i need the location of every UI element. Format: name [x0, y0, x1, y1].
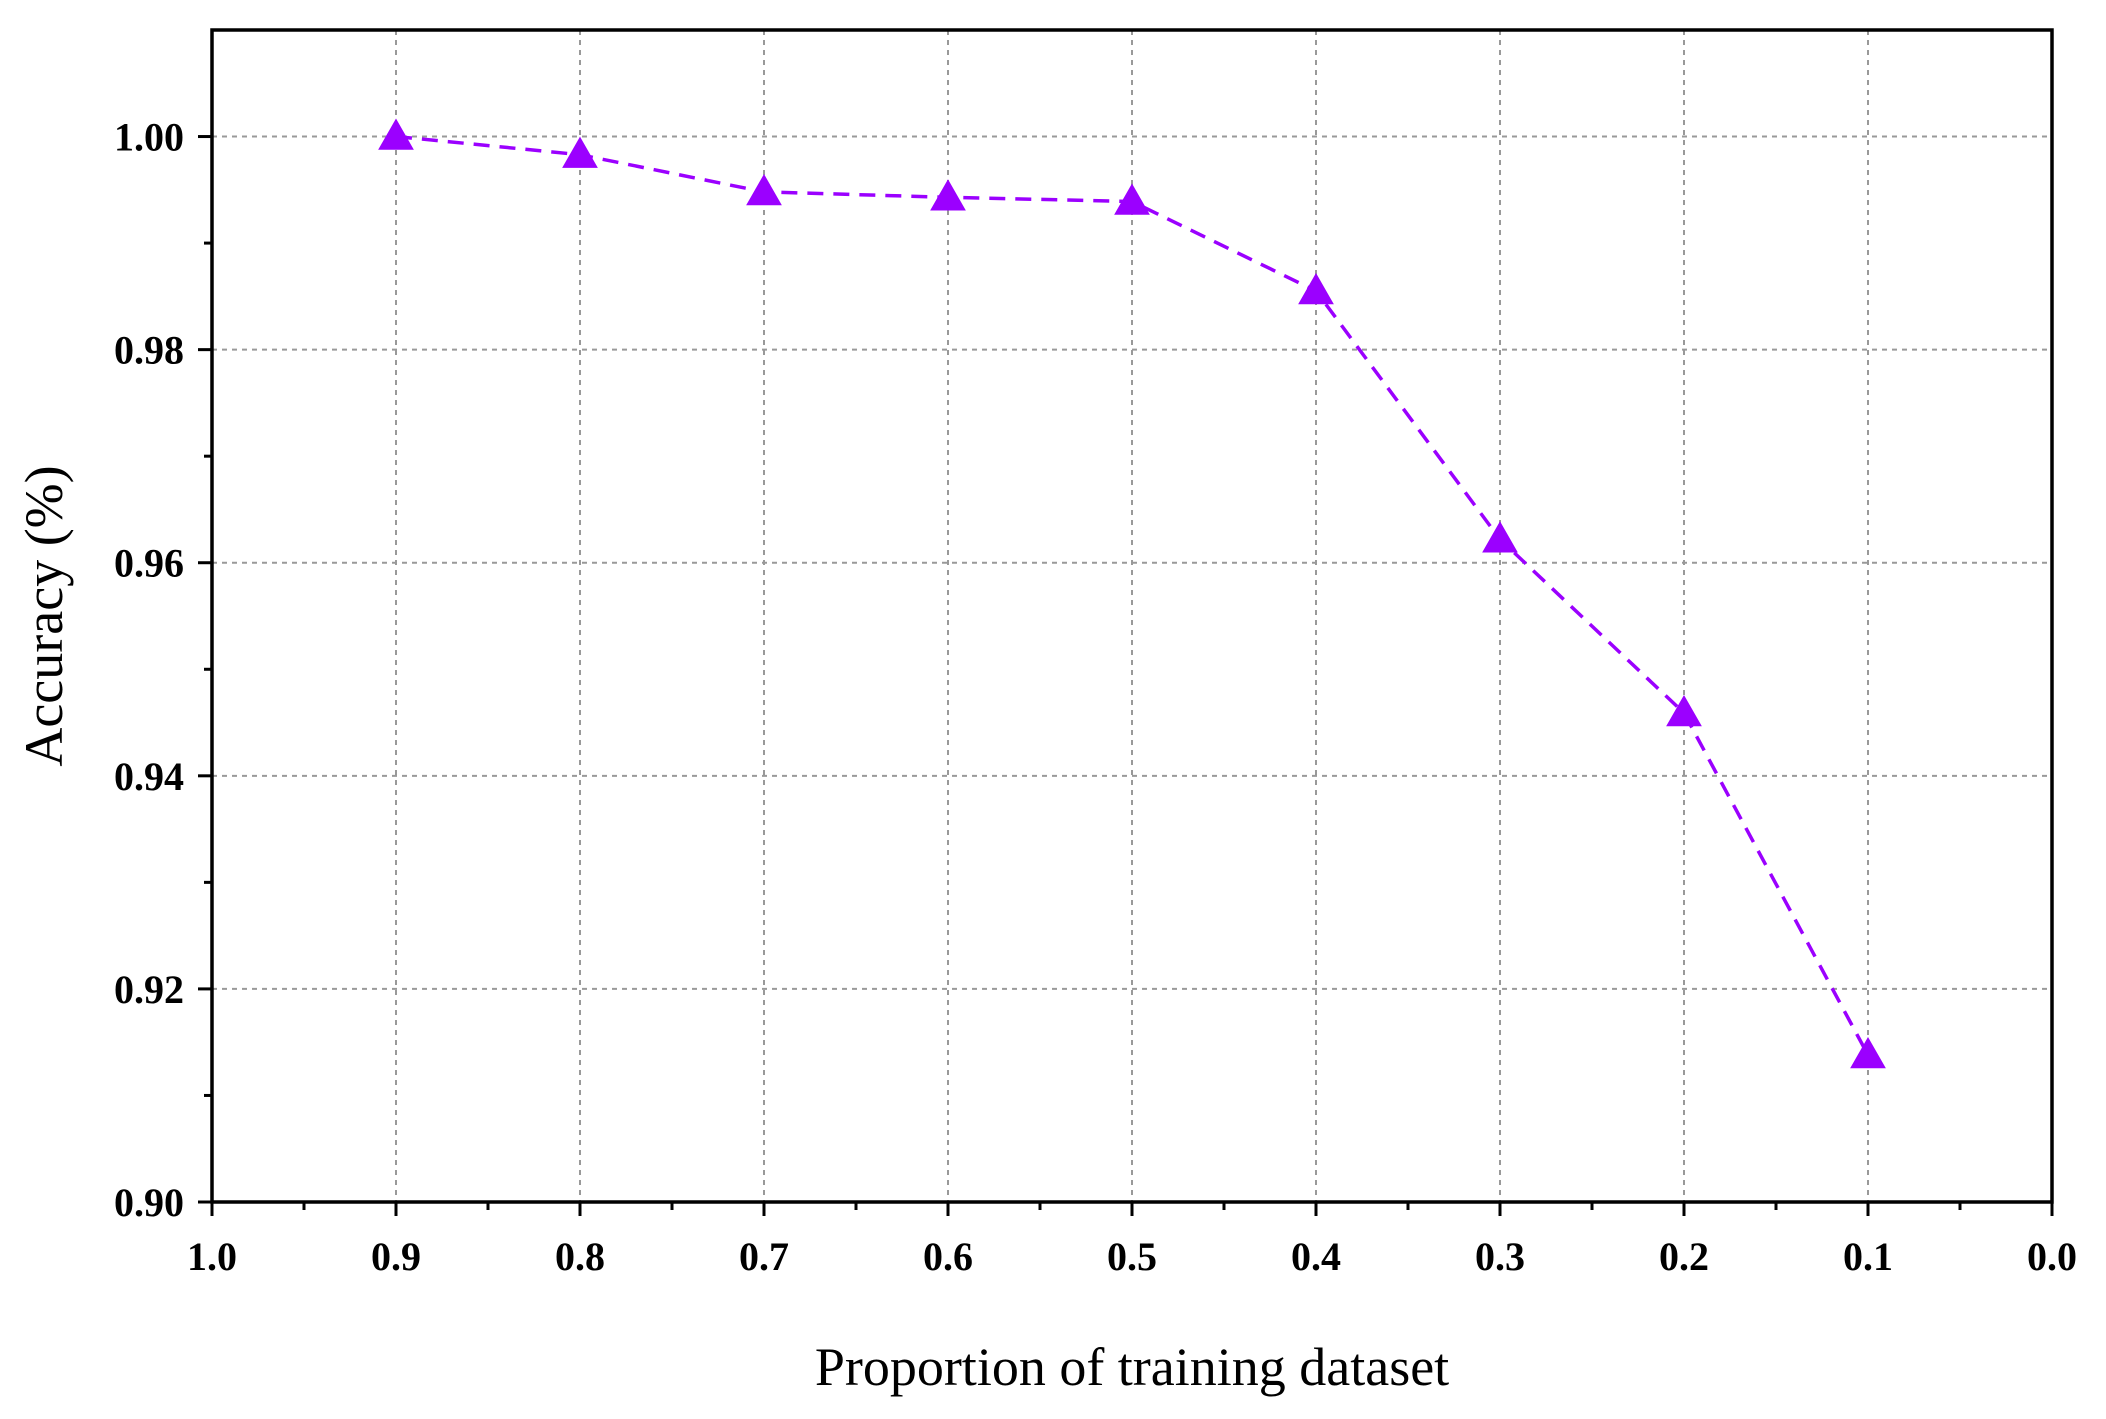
y-tick-label: 0.90 — [114, 1180, 184, 1225]
y-tick-labels: 0.90 0.92 0.94 0.96 0.98 1.00 — [114, 115, 184, 1225]
x-tick-label: 0.8 — [555, 1234, 605, 1279]
y-tick-label: 0.98 — [114, 328, 184, 373]
data-point-marker — [1114, 183, 1150, 215]
data-point-marker — [562, 136, 598, 168]
series-markers — [378, 118, 1886, 1069]
x-tick-label: 0.6 — [923, 1234, 973, 1279]
x-axis-title: Proportion of training dataset — [815, 1337, 1449, 1397]
x-tick-label: 0.2 — [1659, 1234, 1709, 1279]
x-tick-labels: 1.0 0.9 0.8 0.7 0.6 0.5 0.4 0.3 0.2 0.1 0.0 — [187, 1234, 2077, 1279]
axis-ticks — [198, 135, 2054, 1216]
x-tick-label: 0.7 — [739, 1234, 789, 1279]
x-tick-label: 0.9 — [371, 1234, 421, 1279]
y-axis-title: Accuracy (%) — [14, 465, 74, 766]
data-point-marker — [1666, 694, 1702, 727]
grid-lines — [212, 30, 2052, 1202]
x-tick-label: 0.0 — [2027, 1234, 2077, 1279]
y-tick-label: 1.00 — [114, 115, 184, 160]
x-tick-label: 0.5 — [1107, 1234, 1157, 1279]
plot-frame — [210, 28, 2054, 1204]
data-point-marker — [378, 118, 414, 150]
data-point-marker — [1482, 521, 1518, 553]
y-tick-label: 0.96 — [114, 541, 184, 586]
x-tick-label: 1.0 — [187, 1234, 237, 1279]
y-tick-label: 0.94 — [114, 754, 184, 799]
y-tick-label: 0.92 — [114, 967, 184, 1012]
data-point-marker — [1850, 1036, 1886, 1069]
x-tick-label: 0.4 — [1291, 1234, 1341, 1279]
data-point-marker — [1298, 273, 1334, 305]
x-tick-label: 0.3 — [1475, 1234, 1525, 1279]
data-point-marker — [746, 173, 782, 206]
data-point-marker — [930, 179, 966, 211]
x-tick-label: 0.1 — [1843, 1234, 1893, 1279]
